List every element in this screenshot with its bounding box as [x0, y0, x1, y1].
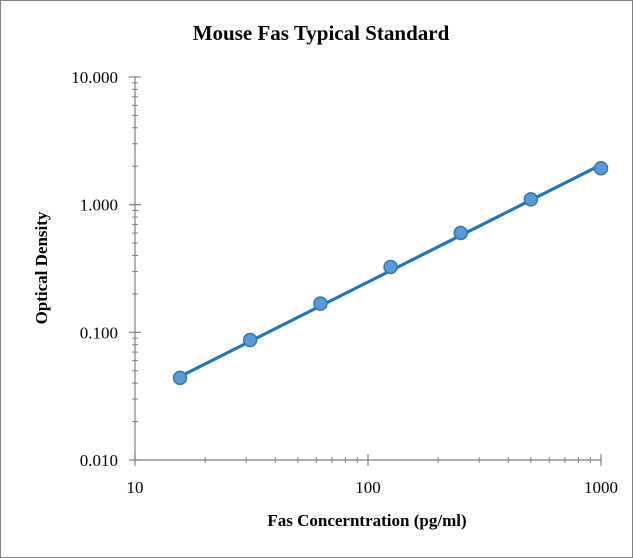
x-tick-label: 1000 — [584, 478, 618, 497]
data-point — [453, 225, 468, 241]
data-point — [383, 259, 398, 275]
chart-title: Mouse Fas Typical Standard — [193, 21, 450, 45]
x-tick-label: 10 — [127, 478, 144, 497]
plot-area — [172, 160, 609, 386]
y-tick-label: 0.100 — [80, 323, 118, 342]
tick-labels: 0.010 0.100 1.000 10.000 10 100 1000 — [71, 68, 618, 497]
y-axis-title: Optical Density — [32, 211, 51, 324]
data-point — [172, 370, 188, 386]
data-point — [523, 192, 539, 207]
x-axis-title: Fas Concerntration (pg/ml) — [267, 511, 466, 530]
y-tick-label: 0.010 — [80, 451, 118, 470]
x-tick-label: 100 — [355, 478, 381, 497]
axes — [129, 76, 602, 466]
data-point — [242, 332, 258, 348]
y-tick-label: 10.000 — [71, 68, 118, 87]
data-point — [593, 160, 609, 176]
y-tick-label: 1.000 — [80, 196, 118, 215]
data-point — [313, 296, 328, 311]
